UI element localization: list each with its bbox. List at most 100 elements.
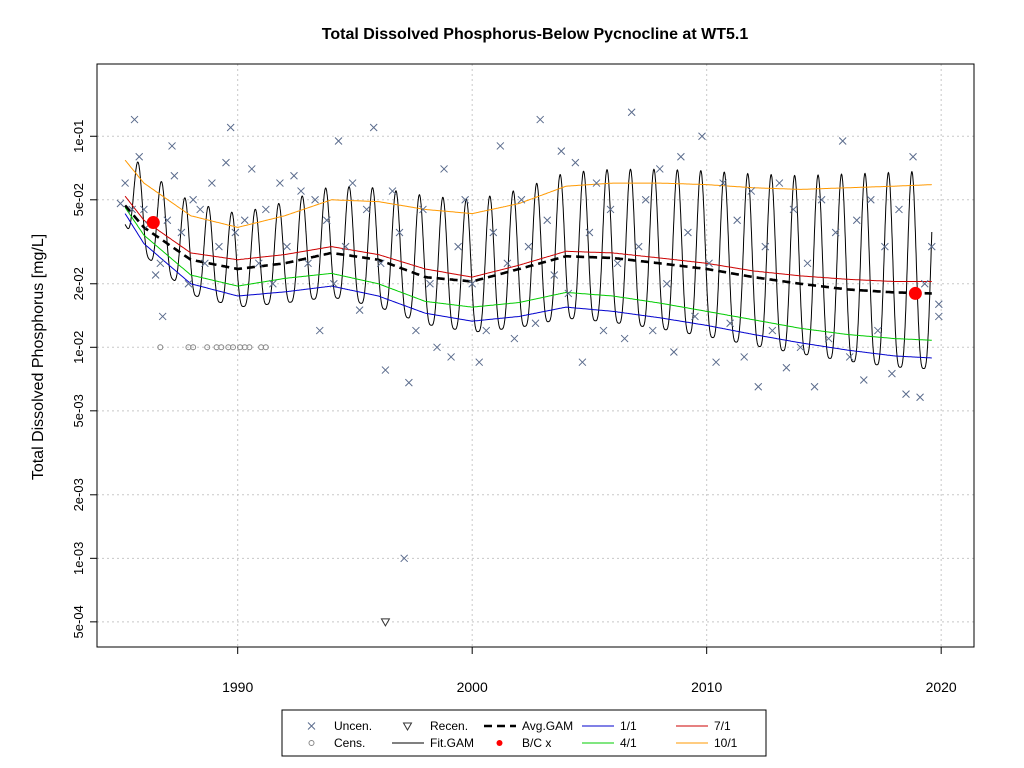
censored-point: [262, 344, 269, 351]
uncensored-point: [388, 187, 397, 195]
x-tick-label: 1990: [222, 679, 253, 695]
uncensored-point: [648, 326, 657, 335]
censored-point: [157, 344, 164, 351]
curve-4-1: [124, 207, 932, 341]
uncensored-point: [116, 199, 125, 208]
x-tick-label: 2000: [457, 679, 488, 695]
uncensored-point: [311, 195, 319, 204]
uncensored-point: [620, 334, 629, 343]
uncensored-point: [669, 348, 678, 356]
legend-item: Cens.: [308, 736, 365, 750]
uncensored-point: [177, 228, 186, 237]
uncensored-point: [247, 165, 256, 173]
uncensored-point: [803, 259, 812, 268]
uncensored-point: [934, 300, 943, 309]
uncensored-point: [226, 123, 235, 132]
censored-point: [218, 344, 225, 351]
uncensored-point: [334, 137, 343, 145]
y-tick-label: 5e-03: [71, 394, 86, 427]
uncensored-point: [733, 216, 742, 225]
legend-item: Recen.: [402, 719, 468, 733]
uncensored-point: [156, 259, 165, 268]
uncensored-point: [585, 228, 594, 237]
uncensored-point: [322, 216, 331, 225]
uncensored-point: [705, 259, 713, 268]
uncensored-point: [810, 382, 819, 391]
uncensored-point: [468, 279, 477, 288]
uncensored-point: [400, 554, 409, 563]
uncensored-point: [454, 242, 462, 251]
uncensored-point: [135, 152, 144, 161]
uncensored-point: [419, 205, 427, 214]
uncensored-point: [866, 195, 875, 204]
uncensored-point: [405, 378, 413, 387]
uncensored-point: [189, 195, 197, 204]
legend: Uncen. Cens. Recen. Fit.GAM Avg.GAM B/C x 1/1 4…: [281, 709, 767, 757]
uncensored-point: [531, 319, 540, 328]
curve-layer: [124, 159, 933, 369]
uncensored-point: [440, 165, 448, 173]
legend-item: 10/1: [676, 736, 738, 750]
legend-label: 4/1: [620, 736, 637, 750]
y-tick-label: 5e-02: [71, 183, 86, 216]
curve-10-1: [124, 159, 932, 228]
legend-symbol-x: [307, 722, 316, 730]
uncensored-point: [376, 259, 385, 268]
uncensored-point: [691, 312, 699, 321]
x-tick-label: 2010: [691, 679, 722, 695]
uncensored-point: [916, 393, 924, 402]
legend-label: Cens.: [334, 736, 365, 750]
uncensored-point: [341, 242, 350, 251]
uncensored-point: [130, 115, 139, 124]
avg-gam-line: [124, 204, 932, 295]
uncensored-point: [140, 205, 148, 214]
uncensored-point: [261, 205, 270, 214]
uncensored-point: [599, 326, 608, 335]
uncensored-point: [754, 382, 763, 391]
uncensored-point: [426, 279, 434, 288]
uncensored-point: [536, 115, 545, 124]
uncensored-point: [831, 228, 840, 237]
uncensored-point: [461, 195, 470, 204]
censored-point: [190, 344, 197, 351]
uncensored-point: [909, 152, 917, 161]
legend-label: 10/1: [714, 736, 738, 750]
legend-item: B/C x: [496, 736, 551, 750]
uncensored-point: [564, 289, 573, 298]
y-tick-label: 2e-03: [71, 478, 86, 511]
legend-item: 7/1: [676, 719, 731, 733]
recensored-point: [380, 618, 391, 627]
uncensored-point: [571, 158, 580, 167]
legend-symbol-circle: [308, 740, 315, 746]
uncensored-point: [934, 312, 943, 321]
uncensored-point: [920, 279, 929, 288]
uncensored-point: [719, 179, 727, 187]
uncensored-point: [254, 259, 263, 268]
uncensored-point: [817, 195, 826, 204]
uncensored-point: [543, 216, 552, 225]
uncensored-point: [297, 187, 305, 195]
uncensored-point: [902, 390, 910, 398]
uncensored-point: [874, 326, 882, 335]
uncensored-point: [315, 326, 324, 335]
uncensored-point: [433, 343, 441, 352]
legend-box: [281, 709, 767, 757]
y-axis-label: Total Dissolved Phosphorus [mg/L]: [30, 234, 47, 480]
uncensored-point: [290, 171, 298, 180]
uncensored-point: [369, 123, 378, 132]
uncensored-point: [775, 179, 784, 187]
uncensored-point: [768, 326, 777, 335]
legend-item: 4/1: [582, 736, 637, 750]
uncensored-point: [796, 343, 805, 352]
uncensored-point: [381, 366, 390, 374]
legend-label: 1/1: [620, 719, 637, 733]
uncensored-point: [824, 334, 833, 343]
y-tick-label: 1e-03: [71, 542, 86, 575]
point-layer: [116, 108, 943, 627]
censored-point: [230, 344, 237, 351]
x-tick-label: 2020: [926, 679, 957, 695]
uncensored-point: [269, 279, 277, 288]
uncensored-point: [412, 326, 420, 335]
uncensored-point: [128, 205, 137, 214]
